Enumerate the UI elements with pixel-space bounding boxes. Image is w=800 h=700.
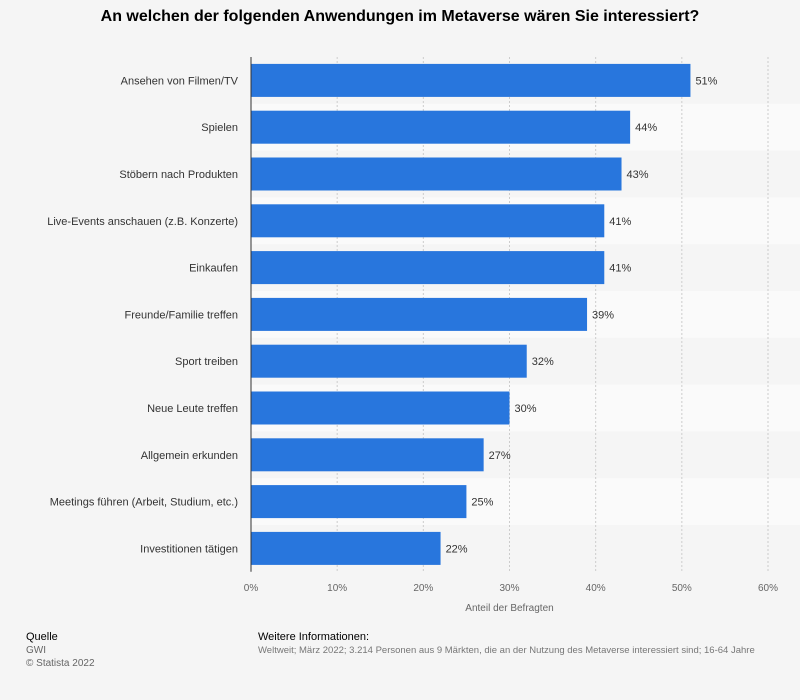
bar[interactable] [251,63,691,97]
value-label: 25% [471,497,493,509]
value-label: 27% [489,450,511,462]
info-text: Weltweit; März 2022; 3.214 Personen aus … [258,645,755,656]
bar[interactable] [251,485,467,519]
x-tick-labels: 0% 10% 20% 30% 40% 50% 60% [244,583,778,594]
bar[interactable] [251,531,441,565]
x-tick-label: 50% [672,583,692,594]
value-label: 39% [592,309,614,321]
x-axis-title: Anteil der Befragten [465,603,553,614]
category-label: Allgemein erkunden [141,450,238,462]
bar[interactable] [251,251,605,285]
category-label: Meetings führen (Arbeit, Studium, etc.) [50,497,238,509]
category-label: Live-Events anschauen (z.B. Konzerte) [47,216,238,228]
category-label: Stöbern nach Produkten [119,169,238,181]
category-label: Investitionen tätigen [140,543,238,555]
x-tick-label: 20% [413,583,433,594]
x-tick-label: 30% [499,583,519,594]
bar[interactable] [251,110,631,144]
category-label: Spielen [201,122,238,134]
value-label: 30% [515,403,537,415]
bar[interactable] [251,157,622,191]
chart-title: An welchen der folgenden Anwendungen im … [100,8,700,25]
source-line: GWI [26,645,46,656]
category-label: Freunde/Familie treffen [124,309,238,321]
bar[interactable] [251,297,588,331]
category-label: Einkaufen [189,263,238,275]
x-tick-label: 60% [758,583,778,594]
value-label: 22% [446,543,468,555]
bar[interactable] [251,204,605,238]
x-tick-label: 10% [327,583,347,594]
bars [251,63,691,565]
source-block: Quelle GWI © Statista 2022 [26,631,95,670]
source-heading: Quelle [26,631,58,643]
x-tick-label: 0% [244,583,259,594]
x-tick-label: 40% [586,583,606,594]
copyright-line: © Statista 2022 [26,658,95,669]
info-block: Weitere Informationen: Weltweit; März 20… [258,631,755,657]
bar[interactable] [251,391,510,425]
bar[interactable] [251,344,527,378]
value-label: 51% [695,75,717,87]
value-label: 44% [635,122,657,134]
category-labels: Ansehen von Filmen/TV Spielen Stöbern nach… [47,75,238,555]
value-label: 32% [532,356,554,368]
value-labels: 51% 44% 43% 41% 41% 39% 32% 30% 27% 25% 22% [446,75,718,555]
value-label: 41% [609,216,631,228]
info-heading: Weitere Informationen: [258,631,370,643]
category-label: Ansehen von Filmen/TV [121,75,239,87]
value-label: 43% [627,169,649,181]
category-label: Neue Leute treffen [147,403,238,415]
bar[interactable] [251,438,484,472]
value-label: 41% [609,263,631,275]
category-label: Sport treiben [175,356,238,368]
